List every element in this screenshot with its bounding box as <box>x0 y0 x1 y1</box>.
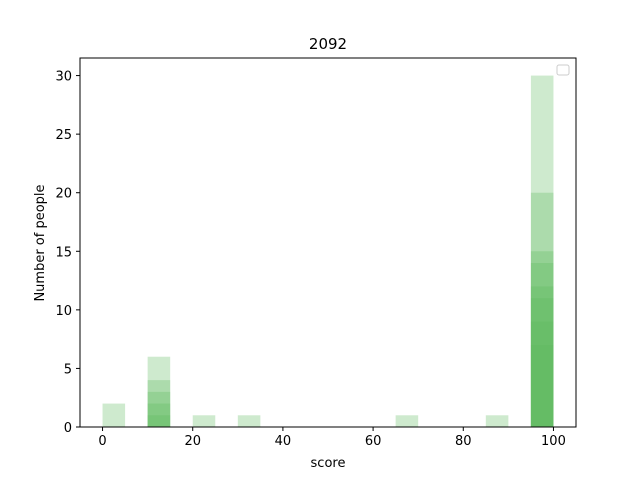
y-tick-label: 30 <box>55 70 72 85</box>
y-tick-label: 20 <box>55 187 72 202</box>
bar-series-2-bin-10 <box>147 380 171 427</box>
y-axis-ticks: 0 5 10 15 20 25 30 <box>55 70 80 436</box>
y-tick-label: 15 <box>55 245 72 260</box>
bar-series-6-bin-10 <box>147 415 171 427</box>
bar-series-5-bin-20 <box>192 415 216 427</box>
bar-series-1-bin-65 <box>395 415 419 427</box>
y-tick-label: 5 <box>64 362 72 377</box>
bar-series-7-bin-95 <box>530 321 554 427</box>
bar-series-5-bin-30 <box>237 415 261 427</box>
bar-series-5-bin-95 <box>530 286 554 427</box>
bar-series-3-bin-95 <box>530 251 554 427</box>
x-tick-label: 80 <box>455 434 472 449</box>
bars-group <box>102 75 554 428</box>
y-tick-label: 0 <box>64 421 72 436</box>
bar-series-1-bin-85 <box>485 415 509 427</box>
legend-box <box>556 64 570 76</box>
x-tick-label: 100 <box>541 434 566 449</box>
bar-series-2-bin-95 <box>530 192 554 427</box>
x-tick-label: 20 <box>184 434 201 449</box>
plot-frame <box>79 57 577 428</box>
bar-series-1-bin-10 <box>147 356 171 427</box>
x-tick-label: 60 <box>365 434 382 449</box>
bar-series-4-bin-10 <box>147 403 171 427</box>
bar-series-1-bin-0 <box>102 403 126 427</box>
y-tick-label: 10 <box>55 304 72 319</box>
x-axis-label: score <box>311 456 346 471</box>
y-axis-label: Number of people <box>33 184 48 301</box>
x-tick-label: 0 <box>98 434 106 449</box>
bar-series-3-bin-10 <box>147 391 171 427</box>
x-tick-label: 40 <box>275 434 292 449</box>
bar-series-8-bin-95 <box>530 345 554 427</box>
x-axis-ticks: 0 20 40 60 80 100 <box>98 427 566 449</box>
bar-series-1-bin-95 <box>530 75 554 428</box>
bar-series-4-bin-95 <box>530 263 554 427</box>
bar-series-6-bin-95 <box>530 298 554 427</box>
y-tick-label: 25 <box>55 128 72 143</box>
chart-title: 2092 <box>309 35 347 53</box>
